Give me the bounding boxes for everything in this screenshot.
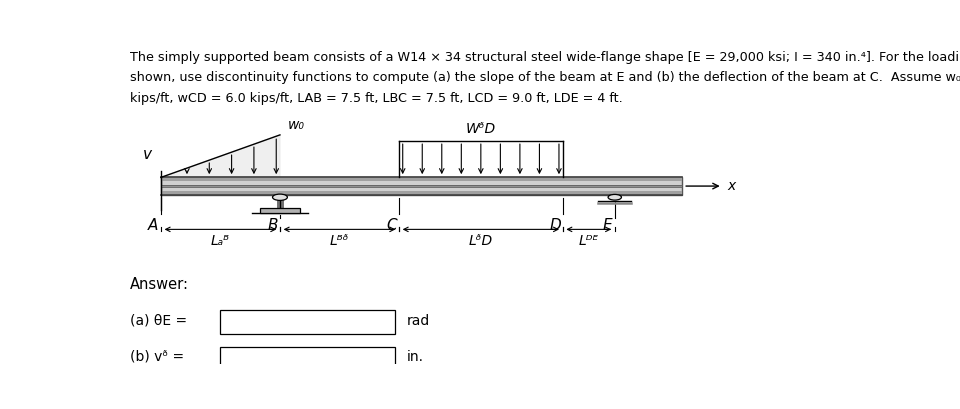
Text: (b) vᶞ =: (b) vᶞ = [130,350,183,364]
Text: B: B [267,218,277,234]
Text: The simply supported beam consists of a W14 × 34 structural steel wide-flange sh: The simply supported beam consists of a … [130,51,960,64]
Circle shape [608,194,621,200]
Text: Lᴮᶞ: Lᴮᶞ [329,234,349,248]
Text: w₀: w₀ [287,118,304,132]
FancyBboxPatch shape [221,347,396,370]
Text: D: D [549,218,561,234]
Bar [259,208,300,213]
Circle shape [273,194,287,200]
Bar [161,191,682,195]
Polygon shape [161,135,280,178]
Text: v: v [143,147,152,162]
Text: C: C [386,218,396,234]
Text: Lᴰᴱ: Lᴰᴱ [579,234,599,248]
Text: E: E [603,218,612,234]
Bar [161,185,682,187]
Text: Lₐᴮ: Lₐᴮ [211,234,230,248]
Text: Answer:: Answer: [130,277,189,292]
Text: WᶞD: WᶞD [466,122,496,137]
Text: rad: rad [406,314,430,328]
Text: shown, use discontinuity functions to compute (a) the slope of the beam at E and: shown, use discontinuity functions to co… [130,71,960,84]
Bar [161,178,682,195]
Text: LᶞD: LᶞD [468,234,492,248]
Text: in.: in. [406,350,423,364]
Text: x: x [728,179,736,193]
Text: (a) θE =: (a) θE = [130,314,187,328]
Text: A: A [148,218,158,234]
Bar [161,178,682,181]
FancyBboxPatch shape [221,310,396,334]
Text: kips/ft, wCD = 6.0 kips/ft, LAB = 7.5 ft, LBC = 7.5 ft, LCD = 9.0 ft, LDE = 4 ft: kips/ft, wCD = 6.0 kips/ft, LAB = 7.5 ft… [130,92,622,105]
